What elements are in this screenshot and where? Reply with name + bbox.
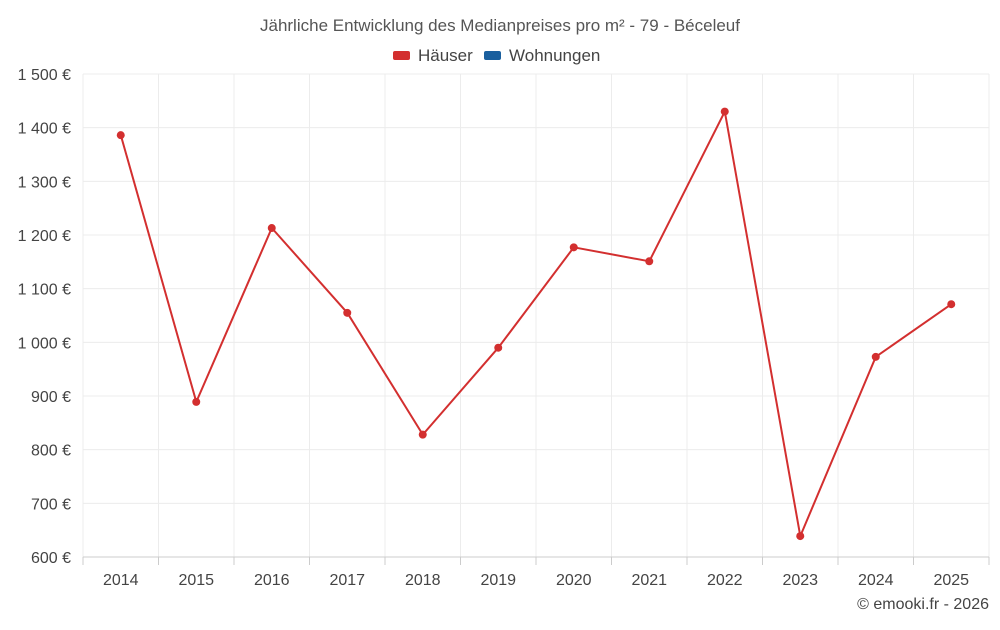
legend-swatch-wohnungen bbox=[484, 51, 501, 60]
data-point-haeuser bbox=[494, 343, 503, 352]
data-point-haeuser bbox=[871, 352, 880, 361]
legend-label-wohnungen: Wohnungen bbox=[509, 46, 600, 65]
y-tick-label: 900 € bbox=[31, 389, 71, 406]
y-tick-label: 1 500 € bbox=[18, 67, 71, 84]
series-line-haeuser bbox=[119, 110, 952, 538]
x-axis: 2014 2015 2016 2017 2018 2019 2020 2021 2022 2023… bbox=[82, 556, 990, 589]
y-tick-label: 1 100 € bbox=[18, 282, 71, 299]
x-tick-label: 2014 bbox=[103, 572, 139, 589]
x-tick-label: 2025 bbox=[933, 572, 969, 589]
y-tick-label: 1 000 € bbox=[18, 335, 71, 352]
legend: Häuser Wohnungen bbox=[393, 46, 600, 65]
legend-item-wohnungen[interactable]: Wohnungen bbox=[484, 46, 600, 65]
y-tick-label: 700 € bbox=[31, 496, 71, 513]
data-point-haeuser bbox=[267, 224, 276, 233]
x-tick-label: 2020 bbox=[556, 572, 592, 589]
credit-text: © emooki.fr - 2026 bbox=[857, 596, 989, 613]
y-axis: 1 500 € 1 400 € 1 300 € 1 200 € 1 100 € 1 000… bbox=[18, 67, 71, 567]
data-point-haeuser bbox=[418, 430, 427, 439]
y-tick-label: 1 300 € bbox=[18, 174, 71, 191]
chart-title: Jährliche Entwicklung des Medianpreises … bbox=[260, 16, 740, 35]
legend-swatch-haeuser bbox=[393, 51, 410, 60]
grid bbox=[82, 73, 990, 558]
series-haeuser bbox=[116, 107, 956, 541]
x-tick-label: 2019 bbox=[480, 572, 516, 589]
x-tick-label: 2015 bbox=[178, 572, 214, 589]
data-point-haeuser bbox=[720, 107, 729, 116]
x-tick-label: 2017 bbox=[329, 572, 365, 589]
y-tick-label: 600 € bbox=[31, 550, 71, 567]
x-tick-label: 2024 bbox=[858, 572, 894, 589]
data-point-haeuser bbox=[192, 397, 201, 406]
x-tick-label: 2021 bbox=[631, 572, 667, 589]
legend-item-haeuser[interactable]: Häuser bbox=[393, 46, 473, 65]
data-point-haeuser bbox=[796, 532, 805, 541]
data-point-haeuser bbox=[343, 308, 352, 317]
data-point-haeuser bbox=[116, 131, 125, 140]
data-point-haeuser bbox=[645, 257, 654, 266]
data-point-haeuser bbox=[569, 243, 578, 252]
legend-label-haeuser: Häuser bbox=[418, 46, 473, 65]
data-point-haeuser bbox=[947, 300, 956, 309]
x-tick-label: 2016 bbox=[254, 572, 290, 589]
x-tick-label: 2022 bbox=[707, 572, 743, 589]
x-tick-label: 2023 bbox=[782, 572, 818, 589]
y-tick-label: 800 € bbox=[31, 443, 71, 460]
y-tick-label: 1 400 € bbox=[18, 121, 71, 138]
x-tick-label: 2018 bbox=[405, 572, 441, 589]
y-tick-label: 1 200 € bbox=[18, 228, 71, 245]
